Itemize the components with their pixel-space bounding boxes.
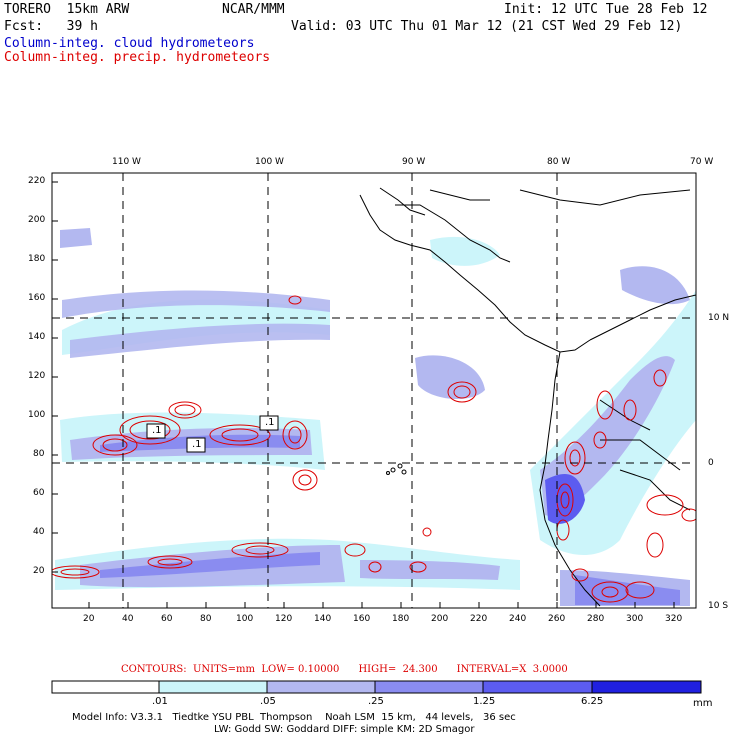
init-time: Init: 12 UTC Tue 28 Feb 12 bbox=[504, 2, 708, 17]
contour-label: .1 bbox=[192, 439, 202, 450]
galapagos-islands bbox=[386, 463, 407, 475]
y-tick-label: 220 bbox=[28, 176, 46, 186]
colorbar-level-label: .05 bbox=[260, 696, 276, 707]
x-tick-label: 260 bbox=[548, 614, 566, 624]
x-tick-label: 160 bbox=[353, 614, 371, 624]
x-tick-label: 240 bbox=[509, 614, 527, 624]
x-tick-label: 300 bbox=[626, 614, 644, 624]
x-tick-label: 140 bbox=[314, 614, 332, 624]
field-label-precip: Column-integ. precip. hydrometeors bbox=[4, 50, 271, 65]
colorbar-level-label: 1.25 bbox=[473, 696, 496, 707]
colorbar-swatch bbox=[158, 680, 268, 694]
x-tick-label: 220 bbox=[470, 614, 488, 624]
left-ticks bbox=[52, 181, 58, 573]
x-tick-label: 20 bbox=[83, 614, 95, 624]
lat-label: 10 S bbox=[708, 601, 729, 611]
y-tick-label: 160 bbox=[28, 293, 46, 303]
field-label-cloud: Column-integ. cloud hydrometeors bbox=[4, 36, 255, 51]
model-info: Model Info: V3.3.1 Tiedtke YSU PBL Thomp… bbox=[72, 712, 516, 723]
center-name: NCAR/MMM bbox=[222, 2, 285, 17]
x-tick-label: 40 bbox=[122, 614, 134, 624]
map-frame bbox=[51, 172, 697, 609]
x-tick-label: 80 bbox=[200, 614, 212, 624]
y-tick-label: 20 bbox=[33, 566, 45, 576]
contour-label: .1 bbox=[152, 425, 162, 436]
colorbar-unit: mm bbox=[693, 698, 713, 709]
contour-info: CONTOURS: UNITS=mm LOW= 0.10000 HIGH= 24… bbox=[121, 664, 568, 675]
x-tick-label: 180 bbox=[392, 614, 410, 624]
colorbar-level-label: .01 bbox=[152, 696, 168, 707]
model-name: TORERO 15km ARW bbox=[4, 2, 130, 17]
colorbar bbox=[51, 680, 702, 694]
x-tick-label: 100 bbox=[236, 614, 254, 624]
colorbar-level-label: .25 bbox=[368, 696, 384, 707]
colorbar-swatch bbox=[374, 680, 484, 694]
x-tick-label: 200 bbox=[431, 614, 449, 624]
bottom-ticks bbox=[88, 602, 675, 608]
colorbar-swatch bbox=[482, 680, 593, 694]
y-tick-label: 100 bbox=[28, 410, 46, 420]
y-tick-label: 60 bbox=[33, 488, 45, 498]
colorbar-level-label: 6.25 bbox=[581, 696, 604, 707]
contour-label-boxes bbox=[146, 415, 279, 453]
valid-time: Valid: 03 UTC Thu 01 Mar 12 (21 CST Wed … bbox=[291, 19, 683, 34]
x-tick-label: 320 bbox=[665, 614, 683, 624]
colorbar-swatch bbox=[591, 680, 702, 694]
lon-label: 100 W bbox=[255, 157, 284, 167]
y-tick-label: 200 bbox=[28, 215, 46, 225]
lon-label: 90 W bbox=[402, 157, 426, 167]
lat-label: 0 bbox=[708, 458, 714, 468]
lon-label: 70 W bbox=[690, 157, 714, 167]
colorbar-swatch bbox=[266, 680, 376, 694]
colorbar-swatch bbox=[51, 680, 160, 694]
contour-label: .1 bbox=[265, 417, 275, 428]
x-tick-label: 60 bbox=[161, 614, 173, 624]
x-tick-label: 120 bbox=[275, 614, 293, 624]
y-tick-label: 80 bbox=[33, 449, 45, 459]
lon-label: 80 W bbox=[547, 157, 571, 167]
forecast-hour: Fcst: 39 h bbox=[4, 19, 98, 34]
y-tick-label: 180 bbox=[28, 254, 46, 264]
y-tick-label: 120 bbox=[28, 371, 46, 381]
lat-label: 10 N bbox=[708, 313, 730, 323]
x-tick-label: 280 bbox=[587, 614, 605, 624]
y-tick-label: 40 bbox=[33, 527, 45, 537]
coastline bbox=[359, 187, 696, 607]
lon-label: 110 W bbox=[112, 157, 141, 167]
y-tick-label: 140 bbox=[28, 332, 46, 342]
precip-contours bbox=[52, 295, 696, 603]
model-physics: LW: Godd SW: Goddard DIFF: simple KM: 2D… bbox=[214, 724, 475, 735]
lat-lon-grid bbox=[52, 173, 696, 608]
